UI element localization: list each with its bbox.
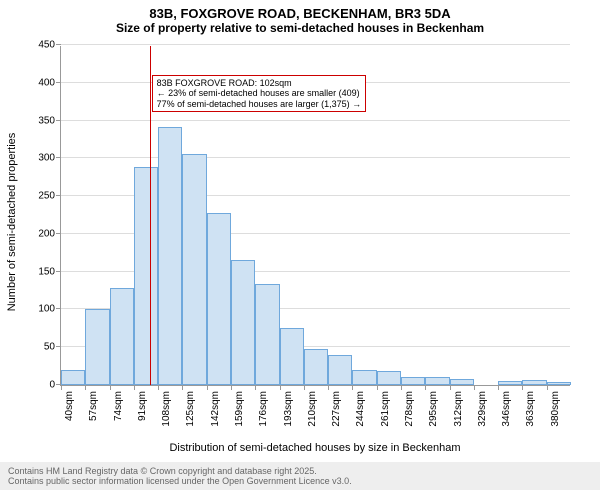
histogram-bar: [401, 377, 425, 385]
y-tick-label: 100: [38, 304, 61, 315]
x-tick-label: 227sqm: [331, 391, 342, 427]
histogram-bar: [280, 328, 304, 385]
y-gridline: [61, 120, 570, 121]
histogram-bar: [304, 349, 328, 385]
y-gridline: [61, 157, 570, 158]
y-tick-label: 150: [38, 266, 61, 277]
histogram-bar: [425, 377, 449, 385]
footer-line: Contains public sector information licen…: [8, 476, 592, 486]
x-tick-label: 40sqm: [64, 391, 75, 421]
x-tick: [231, 385, 232, 390]
histogram-bar: [207, 213, 231, 385]
x-tick-label: 57sqm: [88, 391, 99, 421]
x-tick-label: 278sqm: [404, 391, 415, 427]
histogram-bar: [498, 381, 522, 385]
x-tick: [304, 385, 305, 390]
histogram-bar: [450, 379, 474, 385]
histogram-bar: [231, 260, 255, 385]
histogram-bar: [134, 167, 158, 385]
footer-line: Contains HM Land Registry data © Crown c…: [8, 466, 592, 476]
plot-area: 05010015020025030035040045040sqm57sqm74s…: [60, 46, 570, 386]
y-tick-label: 0: [49, 380, 61, 391]
x-tick-label: 210sqm: [307, 391, 318, 427]
footer: Contains HM Land Registry data © Crown c…: [0, 462, 600, 490]
y-tick-label: 350: [38, 115, 61, 126]
x-tick-label: 329sqm: [477, 391, 488, 427]
x-tick-label: 91sqm: [137, 391, 148, 421]
x-tick: [255, 385, 256, 390]
x-tick: [352, 385, 353, 390]
x-tick-label: 380sqm: [550, 391, 561, 427]
y-tick-label: 250: [38, 191, 61, 202]
x-tick-label: 74sqm: [113, 391, 124, 421]
x-tick: [207, 385, 208, 390]
x-tick: [85, 385, 86, 390]
marker-line: [150, 46, 151, 385]
chart-title: 83B, FOXGROVE ROAD, BECKENHAM, BR3 5DA: [0, 0, 600, 21]
histogram-bar: [158, 127, 182, 385]
x-tick-label: 108sqm: [161, 391, 172, 427]
annotation-line: 77% of semi-detached houses are larger (…: [157, 99, 362, 109]
x-tick: [61, 385, 62, 390]
x-tick-label: 142sqm: [210, 391, 221, 427]
y-tick-label: 450: [38, 40, 61, 51]
y-tick-label: 400: [38, 77, 61, 88]
y-gridline: [61, 44, 570, 45]
x-tick: [547, 385, 548, 390]
x-axis-label: Distribution of semi-detached houses by …: [60, 442, 570, 454]
histogram-bar: [522, 380, 546, 385]
annotation-line: 83B FOXGROVE ROAD: 102sqm: [157, 78, 362, 88]
histogram-bar: [377, 371, 401, 385]
x-tick: [110, 385, 111, 390]
histogram-bar: [255, 284, 279, 385]
chart-subtitle: Size of property relative to semi-detach…: [0, 21, 600, 39]
x-tick-label: 295sqm: [428, 391, 439, 427]
x-tick: [328, 385, 329, 390]
x-tick-label: 312sqm: [453, 391, 464, 427]
x-tick-label: 159sqm: [234, 391, 245, 427]
histogram-bar: [352, 370, 376, 385]
histogram-bar: [110, 288, 134, 385]
histogram-bar: [547, 382, 571, 385]
x-tick: [280, 385, 281, 390]
y-tick-label: 200: [38, 228, 61, 239]
x-tick-label: 125sqm: [185, 391, 196, 427]
x-tick: [498, 385, 499, 390]
annotation-box: 83B FOXGROVE ROAD: 102sqm← 23% of semi-d…: [152, 75, 367, 112]
histogram-bar: [328, 355, 352, 385]
histogram-bar: [61, 370, 85, 385]
x-tick: [182, 385, 183, 390]
x-tick: [425, 385, 426, 390]
x-tick: [401, 385, 402, 390]
x-tick: [377, 385, 378, 390]
x-tick-label: 176sqm: [258, 391, 269, 427]
x-tick: [134, 385, 135, 390]
annotation-line: ← 23% of semi-detached houses are smalle…: [157, 88, 362, 98]
x-tick: [158, 385, 159, 390]
x-tick: [522, 385, 523, 390]
x-tick: [474, 385, 475, 390]
histogram-bar: [85, 309, 109, 385]
y-tick-label: 50: [44, 342, 61, 353]
x-tick-label: 244sqm: [355, 391, 366, 427]
y-tick-label: 300: [38, 153, 61, 164]
x-tick-label: 261sqm: [380, 391, 391, 427]
x-tick-label: 363sqm: [525, 391, 536, 427]
x-tick-label: 193sqm: [283, 391, 294, 427]
x-tick-label: 346sqm: [501, 391, 512, 427]
histogram-bar: [182, 154, 206, 385]
y-axis-label: Number of semi-detached properties: [6, 52, 18, 392]
x-tick: [450, 385, 451, 390]
